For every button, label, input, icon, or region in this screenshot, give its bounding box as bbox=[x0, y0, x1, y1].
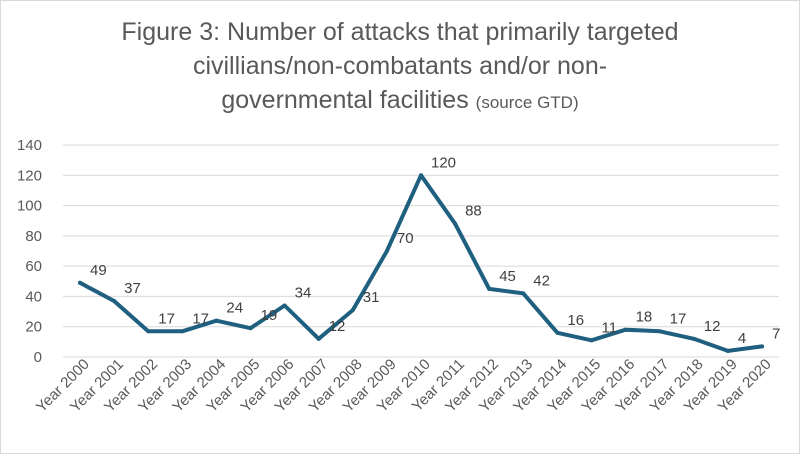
data-label: 17 bbox=[158, 310, 175, 327]
data-point bbox=[112, 298, 117, 303]
chart-title-line-3-text: governmental facilities bbox=[221, 86, 469, 114]
data-point bbox=[657, 329, 662, 334]
data-point bbox=[725, 348, 730, 353]
data-point bbox=[214, 318, 219, 323]
data-point bbox=[282, 303, 287, 308]
data-point bbox=[384, 249, 389, 253]
data-label: 37 bbox=[124, 280, 141, 297]
data-point bbox=[623, 327, 628, 332]
data-point bbox=[350, 308, 355, 313]
data-label: 12 bbox=[329, 318, 346, 335]
chart-title-line-2: civillians/non-combatants and/or non- bbox=[192, 52, 608, 80]
data-label: 12 bbox=[704, 318, 721, 335]
y-tick-label: 40 bbox=[25, 288, 42, 305]
chart-title: Figure 3: Number of attacks that primari… bbox=[1, 15, 799, 120]
data-label: 16 bbox=[567, 312, 584, 329]
data-point bbox=[759, 344, 764, 349]
y-tick-label: 140 bbox=[17, 137, 42, 154]
data-point bbox=[521, 291, 526, 296]
data-label: 17 bbox=[192, 310, 209, 327]
data-point bbox=[78, 280, 83, 285]
data-label: 17 bbox=[670, 310, 687, 327]
y-tick-label: 60 bbox=[25, 258, 42, 275]
series-line bbox=[78, 173, 764, 353]
data-point bbox=[555, 330, 560, 335]
data-label: 18 bbox=[636, 309, 653, 326]
data-point bbox=[146, 329, 151, 334]
data-label: 49 bbox=[90, 262, 107, 279]
data-point bbox=[487, 286, 492, 291]
data-label: 24 bbox=[226, 300, 243, 317]
data-point bbox=[419, 173, 423, 178]
data-label: 70 bbox=[397, 230, 414, 247]
data-label: 42 bbox=[533, 272, 550, 289]
y-tick-label: 80 bbox=[25, 228, 42, 245]
y-tick-label: 100 bbox=[17, 198, 42, 215]
data-label: 11 bbox=[601, 319, 617, 336]
data-label: 19 bbox=[261, 307, 278, 324]
data-label: 31 bbox=[363, 289, 380, 306]
y-tick-label: 120 bbox=[17, 167, 42, 184]
data-label: 4 bbox=[738, 330, 746, 347]
data-point bbox=[316, 336, 321, 341]
chart-title-line-3: governmental facilities (source GTD) bbox=[1, 83, 799, 120]
data-point bbox=[691, 336, 696, 341]
chart-title-source: (source GTD) bbox=[475, 93, 579, 112]
data-point bbox=[180, 329, 185, 334]
data-label: 7 bbox=[772, 325, 780, 342]
data-label: 120 bbox=[431, 154, 456, 171]
data-point bbox=[453, 221, 458, 226]
data-label: 34 bbox=[295, 285, 312, 302]
data-label: 45 bbox=[499, 268, 516, 285]
y-tick-label: 0 bbox=[34, 349, 42, 366]
data-label: 88 bbox=[465, 203, 482, 220]
data-point bbox=[248, 326, 253, 331]
chart-title-line-1: Figure 3: Number of attacks that primari… bbox=[121, 18, 679, 46]
y-tick-label: 20 bbox=[25, 319, 42, 336]
data-point bbox=[589, 338, 594, 343]
